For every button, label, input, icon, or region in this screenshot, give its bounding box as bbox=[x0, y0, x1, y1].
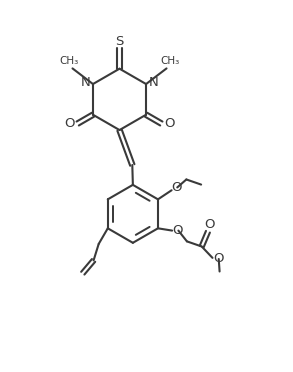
Text: CH₃: CH₃ bbox=[59, 56, 79, 66]
Text: S: S bbox=[115, 35, 124, 48]
Text: O: O bbox=[205, 218, 215, 231]
Text: O: O bbox=[171, 182, 182, 195]
Text: O: O bbox=[64, 117, 75, 130]
Text: N: N bbox=[81, 76, 91, 89]
Text: CH₃: CH₃ bbox=[160, 56, 180, 66]
Text: O: O bbox=[164, 117, 175, 130]
Text: N: N bbox=[148, 76, 158, 89]
Text: O: O bbox=[213, 252, 224, 265]
Text: O: O bbox=[172, 224, 183, 237]
